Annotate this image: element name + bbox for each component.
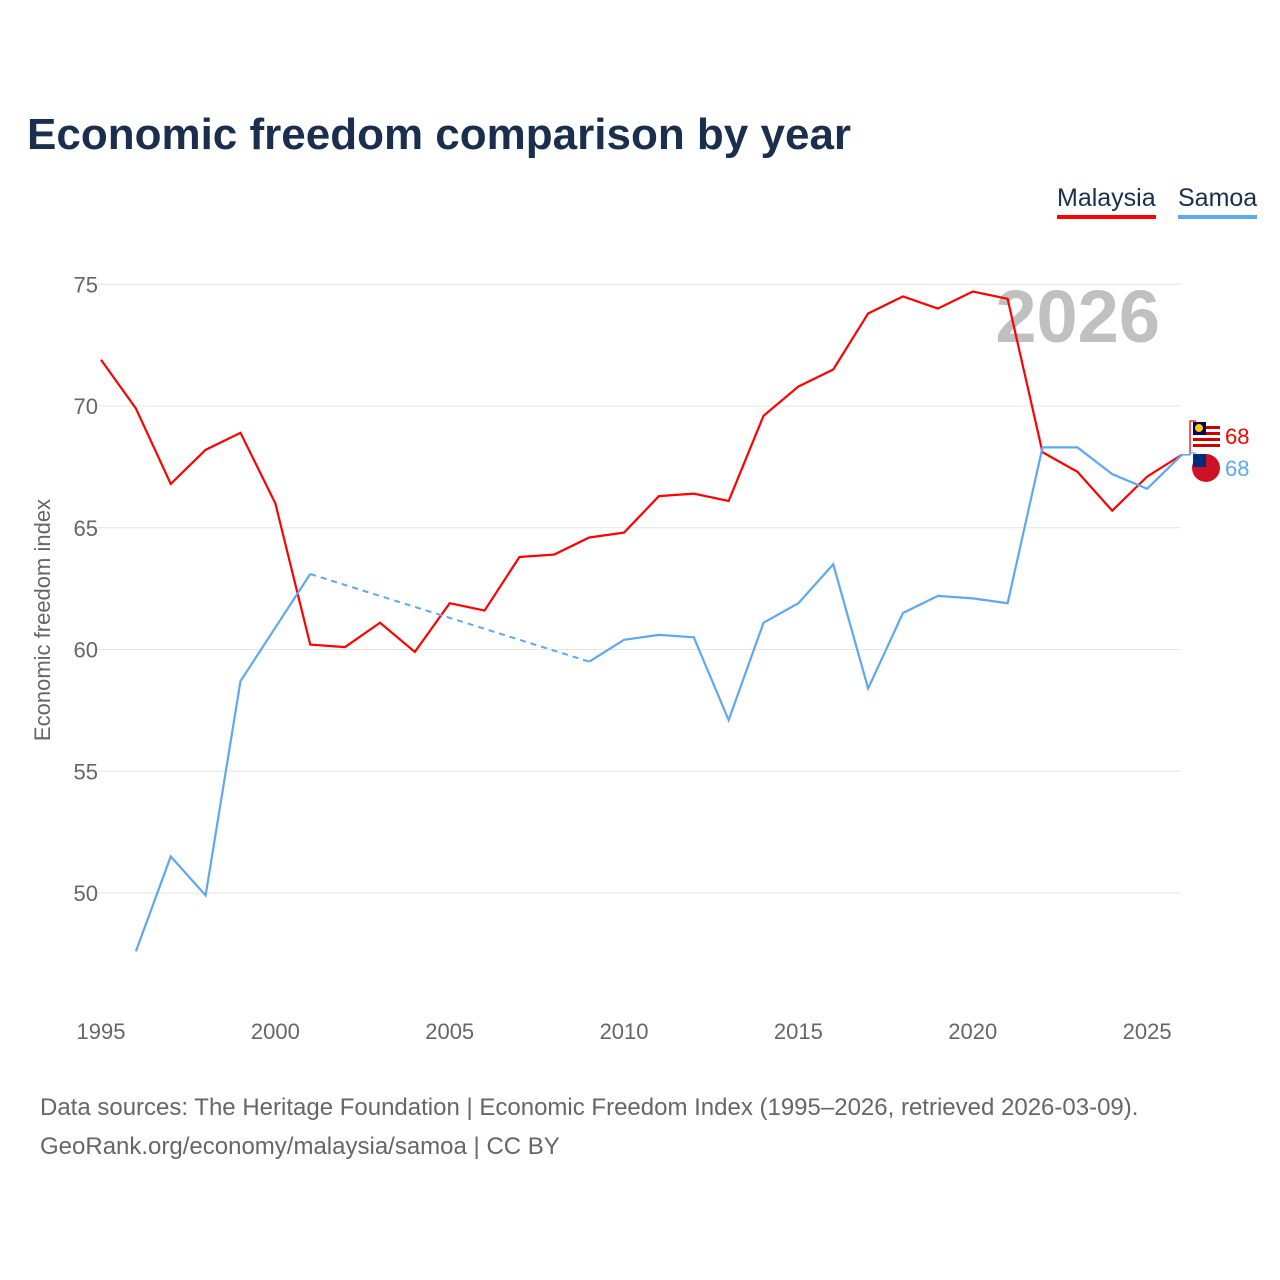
year-watermark: 2026 [995,275,1160,358]
series-line-samoa [588,446,1183,724]
series-line-malaysia [100,290,1183,654]
flag-crescent [1195,424,1203,432]
series-line-samoa [134,573,312,952]
end-value-label-malaysia: 68 [1225,424,1249,449]
y-tick-label: 60 [74,638,98,663]
chart-title: Economic freedom comparison by year [27,110,852,159]
legend-samoa[interactable]: Samoa [1178,184,1258,219]
end-value-label-samoa: 68 [1225,456,1249,481]
flag-stripe [1193,444,1220,447]
y-axis-label: Economic freedom index [30,499,55,741]
x-tick-label: 2020 [948,1019,997,1044]
source-line: Data sources: The Heritage Foundation | … [40,1094,1139,1121]
y-tick-label: 75 [74,272,98,297]
x-tick-label: 2000 [251,1019,300,1044]
attribution-line: GeoRank.org/economy/malaysia/samoa | CC … [40,1133,560,1160]
x-tick-label: 2005 [425,1019,474,1044]
x-tick-label: 2015 [774,1019,823,1044]
y-tick-label: 70 [74,394,98,419]
flag-canton [1193,454,1206,467]
y-tick-label: 55 [74,759,98,784]
y-tick-label: 50 [74,881,98,906]
y-tick-label: 65 [74,516,98,541]
flag-stripe [1193,426,1220,429]
legend-malaysia[interactable]: Malaysia [1057,184,1156,219]
flag-stripe [1193,432,1220,435]
x-tick-label: 1995 [77,1019,126,1044]
gap-connector-samoa [309,573,590,663]
footer: Data sources: The Heritage Foundation | … [40,1088,1138,1166]
flag-stripe [1193,438,1220,441]
label-leader [1181,452,1196,456]
x-tick-label: 2010 [600,1019,649,1044]
x-tick-label: 2025 [1123,1019,1172,1044]
